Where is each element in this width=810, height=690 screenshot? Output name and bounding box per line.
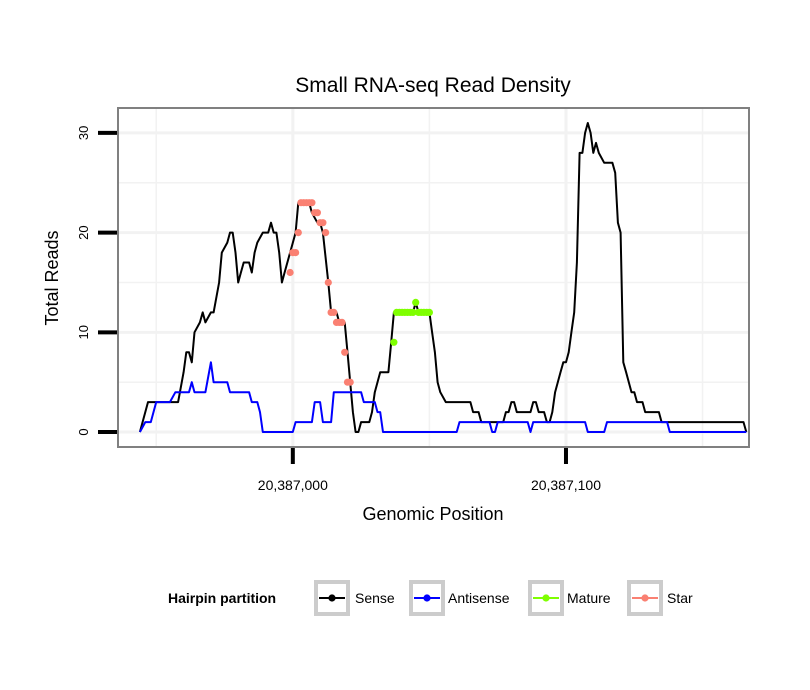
y-tick-label: 10: [76, 325, 91, 339]
plot-background: [118, 108, 749, 447]
data-point-mature: [390, 338, 398, 346]
data-point-mature: [409, 308, 417, 316]
legend-key-dot: [641, 594, 649, 602]
data-point-star: [308, 199, 316, 207]
x-axis-label: Genomic Position: [362, 504, 503, 524]
chart-title: Small RNA-seq Read Density: [295, 74, 571, 97]
x-tick-label: 20,387,000: [258, 477, 328, 493]
data-point-mature: [425, 308, 433, 316]
plot-border: [117, 107, 750, 448]
y-tick-label: 20: [76, 225, 91, 239]
legend-label: Antisense: [448, 590, 510, 606]
legend-title: Hairpin partition: [168, 590, 276, 606]
data-point-star: [319, 219, 327, 227]
data-point-star: [286, 268, 294, 277]
x-tick-label: 20,387,100: [531, 477, 601, 493]
legend-label: Sense: [355, 590, 395, 606]
data-point-star: [330, 308, 338, 316]
series-layer: [138, 122, 748, 433]
plot-panel: [117, 107, 750, 448]
data-point-star: [324, 278, 332, 287]
legend-key-dot: [542, 594, 550, 602]
data-point-star: [292, 249, 300, 257]
data-point-star: [313, 209, 321, 217]
data-point-star: [322, 229, 330, 237]
legend-key-dot: [423, 594, 431, 602]
legend-label: Star: [667, 590, 693, 606]
y-tick-label: 30: [76, 126, 91, 140]
data-point-star: [346, 378, 354, 386]
y-axis-label: Total Reads: [42, 230, 62, 325]
data-point-mature: [412, 298, 420, 306]
data-point-star: [341, 348, 349, 356]
x-axis: 20,387,000 20,387,100: [258, 448, 601, 493]
legend-label: Mature: [567, 590, 611, 606]
legend: Hairpin partition Sense Antisense Mature St…: [168, 580, 693, 616]
data-point-star: [338, 318, 346, 326]
series-line-antisense: [139, 361, 747, 433]
legend-key-dot: [328, 594, 336, 602]
data-point-star: [294, 229, 302, 237]
y-axis: 0 10 20 30: [76, 126, 117, 436]
y-tick-label: 0: [76, 428, 91, 435]
